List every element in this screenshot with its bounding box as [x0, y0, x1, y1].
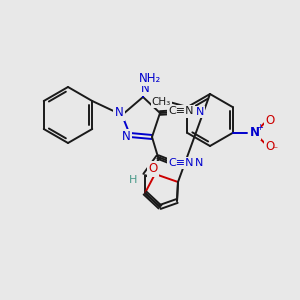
Text: H: H — [129, 175, 137, 185]
Text: C: C — [184, 107, 192, 117]
Text: NH₂: NH₂ — [139, 71, 161, 85]
Text: H: H — [139, 77, 147, 87]
Text: +: + — [256, 122, 263, 131]
Text: O: O — [265, 113, 274, 127]
Text: C≡N: C≡N — [168, 106, 194, 116]
Text: C: C — [182, 158, 190, 168]
Text: CH₃: CH₃ — [152, 97, 171, 107]
Text: N: N — [115, 106, 123, 119]
Text: N: N — [196, 107, 204, 117]
Text: N: N — [195, 158, 203, 168]
Text: O: O — [265, 140, 274, 152]
Text: N: N — [250, 125, 260, 139]
Text: N: N — [141, 82, 149, 94]
Text: N: N — [122, 130, 130, 143]
Text: O: O — [148, 163, 158, 176]
Text: C≡N: C≡N — [168, 158, 194, 168]
Text: ≡: ≡ — [188, 158, 198, 168]
Text: H: H — [146, 70, 154, 80]
Text: ≡: ≡ — [190, 107, 200, 117]
Text: ⁻: ⁻ — [272, 145, 277, 155]
